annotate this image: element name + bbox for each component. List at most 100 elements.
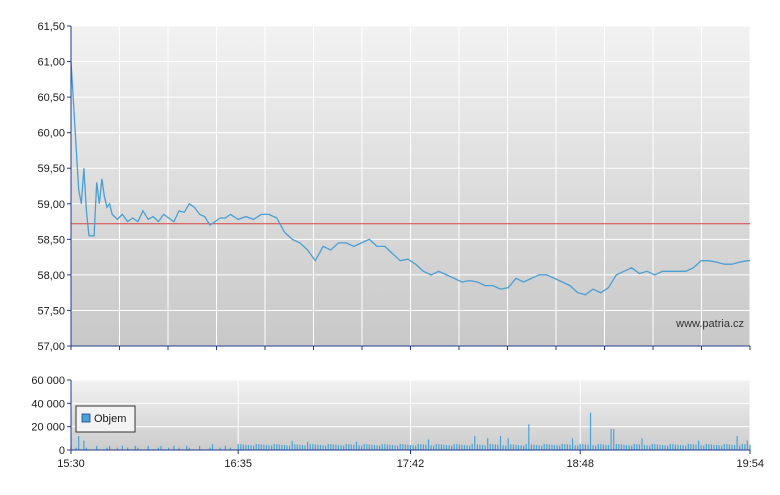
volume-bar	[479, 444, 481, 451]
volume-bar	[638, 444, 640, 450]
volume-bar	[404, 444, 406, 450]
volume-bar	[407, 444, 409, 451]
volume-bar	[718, 445, 720, 450]
volume-bar	[517, 445, 520, 450]
volume-bar	[471, 443, 473, 450]
volume-bar	[75, 447, 77, 450]
time-axis: 15:30 16:35 17:42 18:48 19:54	[57, 450, 764, 470]
price-y-tick-label: 61,00	[37, 57, 65, 69]
volume-bar	[458, 444, 460, 450]
volume-bar	[289, 445, 291, 450]
volume-bar	[247, 445, 250, 450]
volume-bar	[147, 445, 149, 450]
volume-bar	[741, 443, 743, 450]
volume-bar	[716, 445, 718, 450]
volume-bar	[744, 444, 746, 450]
time-tick-label: 16:35	[224, 458, 252, 470]
volume-bar	[710, 444, 712, 450]
volume-bar	[700, 445, 702, 450]
volume-bar	[137, 447, 139, 450]
volume-bar	[157, 447, 159, 450]
volume-bar	[366, 444, 368, 450]
volume-bar	[394, 445, 396, 450]
volume-bar	[116, 447, 118, 450]
volume-bar	[307, 441, 309, 450]
volume-bar	[409, 445, 412, 450]
volume-legend: Objem	[75, 405, 136, 433]
volume-bar	[538, 445, 540, 450]
volume-bar	[695, 444, 697, 451]
volume-bar	[746, 440, 748, 450]
volume-bar	[494, 444, 496, 450]
volume-bar	[515, 444, 517, 451]
volume-bar	[674, 444, 676, 450]
volume-bar	[692, 444, 694, 450]
volume-bar	[309, 443, 311, 450]
volume-bars	[70, 412, 751, 451]
volume-bar	[435, 443, 437, 450]
volume-bar	[443, 444, 445, 451]
volume-bar	[178, 447, 180, 450]
volume-bar	[559, 445, 561, 450]
volume-bar	[646, 445, 648, 450]
volume-bar	[461, 444, 463, 451]
volume-bar	[384, 444, 386, 450]
volume-bar	[317, 444, 319, 451]
volume-bar	[363, 443, 365, 450]
volume-bar	[160, 445, 162, 450]
volume-bar	[667, 445, 669, 450]
volume-bar	[451, 445, 453, 450]
volume-bar	[535, 445, 538, 450]
volume-bar	[345, 443, 347, 450]
volume-bar	[340, 445, 342, 450]
volume-bar	[620, 444, 622, 450]
volume-bar	[402, 444, 404, 450]
price-y-tick-label: 61,50	[37, 21, 65, 33]
volume-bar	[327, 443, 329, 450]
volume-bar	[574, 445, 576, 450]
volume-bar	[502, 445, 504, 450]
volume-bar	[330, 444, 332, 450]
volume-bar	[631, 445, 633, 450]
volume-bar	[520, 445, 522, 450]
volume-bar	[726, 444, 728, 450]
volume-bar	[731, 444, 733, 451]
volume-bar	[636, 444, 638, 450]
volume-bar	[597, 443, 599, 450]
volume-bar	[399, 443, 401, 450]
volume-bar	[173, 445, 175, 450]
volume-bar	[481, 445, 484, 450]
volume-bar	[579, 443, 581, 450]
volume-bar	[391, 445, 394, 450]
volume-y-tick-label: 60 000	[31, 375, 65, 387]
price-y-tick-label: 57,50	[37, 305, 65, 317]
volume-bar	[299, 444, 301, 451]
volume-bar	[188, 447, 190, 450]
volume-bar	[682, 445, 684, 450]
volume-bar	[615, 443, 617, 450]
volume-bar	[373, 445, 376, 450]
volume-bar	[448, 445, 450, 450]
volume-bar	[260, 444, 262, 450]
volume-bar	[209, 447, 211, 450]
volume-bar	[314, 444, 316, 450]
price-y-tick-label: 59,00	[37, 199, 65, 211]
volume-bar	[301, 445, 304, 450]
volume-bar	[417, 443, 419, 450]
volume-bar	[643, 445, 646, 450]
volume-bar	[268, 445, 270, 450]
volume-bar	[605, 444, 607, 451]
volume-bar	[507, 438, 509, 450]
price-y-tick-label: 59,50	[37, 163, 65, 175]
volume-bar	[623, 444, 625, 451]
volume-y-tick-label: 20 000	[31, 422, 65, 434]
volume-bar	[440, 444, 442, 450]
volume-bar	[499, 436, 502, 450]
volume-bar	[286, 445, 288, 450]
volume-bar	[548, 444, 550, 450]
price-line	[70, 61, 750, 296]
volume-bar	[134, 445, 136, 450]
volume-bar	[564, 444, 566, 450]
volume-bar	[721, 445, 723, 450]
